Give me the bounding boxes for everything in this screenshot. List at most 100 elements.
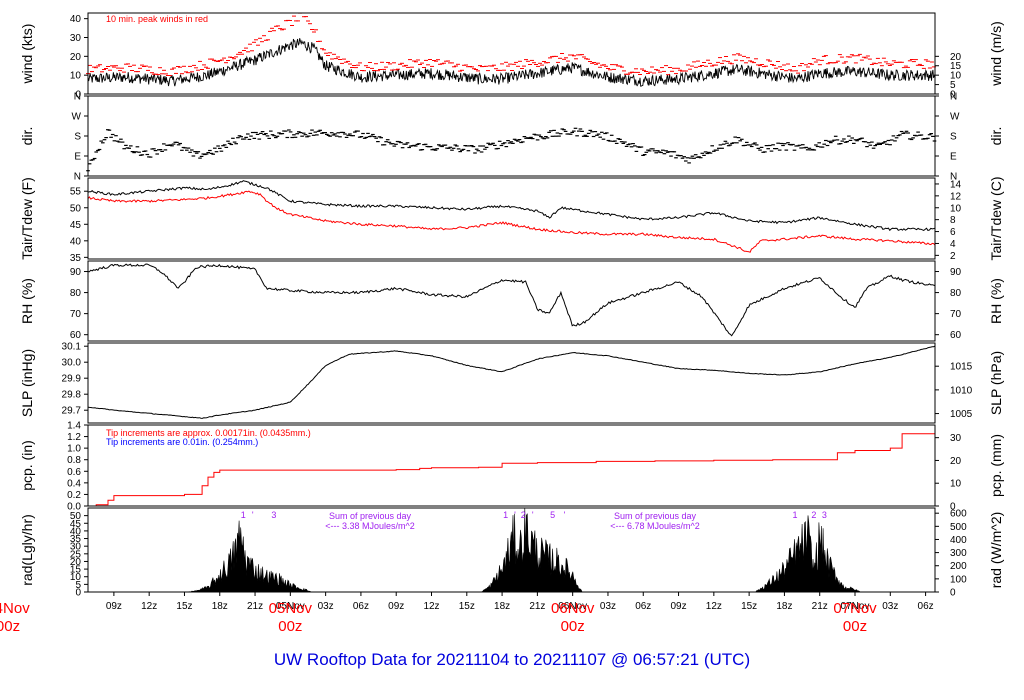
x-tick-label: 21z	[247, 601, 263, 612]
left-tick-label: 10	[70, 71, 82, 82]
left-tick-label: 5	[75, 580, 81, 591]
peak-marker: '	[252, 510, 254, 520]
right-tick-label: W	[950, 112, 960, 123]
x-tick-label: 18z	[212, 601, 228, 612]
annotation-pcp: Tip increments are approx. 0.00171in. (0…	[106, 428, 311, 438]
peak-marker: 3	[822, 510, 827, 520]
x-tick-label: 15z	[459, 601, 475, 612]
left-tick-label: 10	[70, 572, 82, 583]
right-tick-label: E	[950, 152, 957, 163]
left-tick-label: 80	[70, 288, 82, 299]
annotation-rad: <--- 3.38 MJoules/m^2	[325, 521, 415, 531]
peak-marker: '	[514, 510, 516, 520]
series-temp-tdew	[87, 190, 936, 253]
left-tick-label: 0.0	[67, 502, 81, 513]
x-tick-label: 07Nov	[841, 601, 870, 612]
y-label-left-dir: dir.	[19, 127, 35, 146]
x-tick-label: 09z	[106, 601, 122, 612]
x-tick-label: 06z	[353, 601, 369, 612]
x-tick-label: 06Nov	[558, 601, 587, 612]
y-label-left-wind: wind (kts)	[19, 24, 35, 85]
right-tick-label: 90	[950, 267, 962, 278]
right-tick-label: 15	[950, 61, 962, 72]
left-tick-label: 29.9	[62, 374, 82, 385]
panel-frame-pcp	[87, 424, 936, 507]
right-tick-label: 1005	[950, 409, 973, 420]
right-tick-label: N	[950, 172, 957, 183]
left-tick-label: 29.7	[62, 406, 82, 417]
right-tick-label: 10	[950, 203, 962, 214]
date-marker-day: 05Nov	[269, 600, 313, 617]
peak-marker: '	[532, 510, 534, 520]
right-tick-label: 12	[950, 191, 962, 202]
x-tick-label: 18z	[494, 601, 510, 612]
left-tick-label: 0.6	[67, 467, 81, 478]
left-tick-label: 0	[75, 90, 81, 101]
peak-marker: 5	[550, 510, 555, 520]
right-tick-label: 2	[950, 251, 956, 262]
series-rad-solar-radiation-burst	[186, 520, 312, 593]
left-tick-label: 30.0	[62, 358, 82, 369]
x-tick-label: 05Nov	[276, 601, 305, 612]
right-tick-label: 1010	[950, 385, 973, 396]
right-tick-label: 400	[950, 535, 967, 546]
peak-marker: 1	[241, 510, 246, 520]
left-tick-label: 70	[70, 309, 82, 320]
panel-frame-wind	[87, 12, 936, 95]
panel-pcp: 0.00.20.40.60.81.01.21.4 0 10 20 30 pcp. (in)…	[19, 421, 1004, 513]
right-tick-label: 300	[950, 548, 967, 559]
right-tick-label: 60	[950, 330, 962, 341]
y-label-left-rad: rad(Lgly/hr)	[19, 514, 35, 586]
right-tick-label: 0	[950, 588, 956, 599]
left-tick-label: 50	[70, 203, 82, 214]
left-tick-label: 1.4	[67, 421, 81, 432]
left-tick-label: 0.2	[67, 490, 81, 501]
x-tick-label: 21z	[529, 601, 545, 612]
left-tick-label: 60	[70, 330, 82, 341]
panel-slp: 29.7 29.8 29.9 30.0 30.1 1005 1010 1015 SLP (inH…	[19, 342, 1004, 424]
x-tick-label: 21z	[812, 601, 828, 612]
panel-frame-slp	[87, 342, 936, 424]
panel-frame-rad	[87, 507, 936, 593]
left-tick-label: 30	[70, 542, 82, 553]
date-marker-day: 07Nov	[833, 600, 877, 617]
panel-frame-rh	[87, 260, 936, 342]
y-label-right-rad: rad (W/m^2)	[988, 512, 1004, 589]
right-tick-label: 14	[950, 179, 962, 190]
left-tick-label: 30.1	[62, 342, 82, 353]
series-rh-rh	[87, 263, 936, 337]
x-tick-label: 03z	[318, 601, 334, 612]
peak-marker: '	[564, 510, 566, 520]
left-tick-label: 25	[70, 549, 82, 560]
right-tick-label: 8	[950, 215, 956, 226]
y-label-left-slp: SLP (inHg)	[19, 349, 35, 417]
panel-frame-dir	[87, 95, 936, 177]
peak-marker: 2	[811, 510, 816, 520]
chart-title: UW Rooftop Data for 20211104 to 20211107…	[274, 650, 750, 669]
left-tick-label: 55	[70, 187, 82, 198]
right-tick-label: 0	[950, 90, 956, 101]
left-tick-label: 29.8	[62, 390, 82, 401]
right-tick-label: 200	[950, 561, 967, 572]
date-marker-day: 04Nov	[0, 600, 30, 617]
right-tick-label: 20	[950, 52, 962, 63]
left-tick-label: 0.8	[67, 455, 81, 466]
series-rad-solar-radiation-burst	[480, 507, 583, 593]
annotation-rad: Sum of previous day	[614, 511, 697, 521]
y-label-right-dir: dir.	[988, 127, 1004, 146]
peak-marker: 1	[503, 510, 508, 520]
right-tick-label: 6	[950, 227, 956, 238]
series-pcp-cumulative-precipitation	[88, 426, 936, 507]
y-label-left-pcp: pcp. (in)	[19, 440, 35, 491]
left-tick-label: 20	[70, 557, 82, 568]
peak-marker: 3	[271, 510, 276, 520]
annotation-rad: Sum of previous day	[329, 511, 412, 521]
x-tick-label: 06z	[918, 601, 934, 612]
left-tick-label: 35	[70, 534, 82, 545]
series-temp-tair	[87, 180, 936, 232]
right-tick-label: 500	[950, 522, 967, 533]
y-label-right-pcp: pcp. (mm)	[988, 434, 1004, 497]
left-tick-label: 15	[70, 565, 82, 576]
x-tick-label: 06z	[635, 601, 651, 612]
date-marker-hour: 00z	[843, 618, 867, 635]
